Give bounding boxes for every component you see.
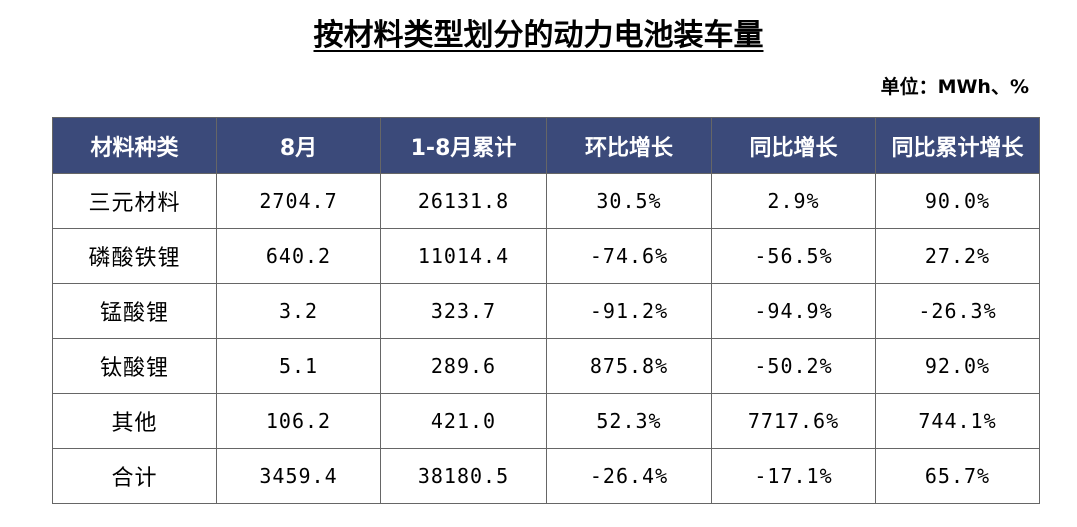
- header-material: 材料种类: [52, 117, 217, 174]
- cell-yoy: -94.9%: [711, 283, 876, 339]
- page-title: 按材料类型划分的动力电池装车量: [0, 14, 1077, 58]
- table-row: 锰酸锂 3.2 323.7 -91.2% -94.9% -26.3%: [52, 283, 1040, 339]
- cell-august: 2704.7: [216, 173, 381, 229]
- table-header-row: 材料种类 8月 1-8月累计 环比增长 同比增长 同比累计增长: [52, 117, 1040, 174]
- cell-material: 锰酸锂: [52, 283, 217, 339]
- cell-august: 3459.4: [216, 448, 381, 504]
- cell-yoy: -56.5%: [711, 228, 876, 284]
- cell-yoy-cumulative: 92.0%: [875, 338, 1040, 394]
- cell-jan-aug: 289.6: [380, 338, 547, 394]
- cell-material: 磷酸铁锂: [52, 228, 217, 284]
- cell-mom: -26.4%: [546, 448, 712, 504]
- header-jan-aug: 1-8月累计: [380, 117, 547, 174]
- cell-mom: -74.6%: [546, 228, 712, 284]
- cell-august: 640.2: [216, 228, 381, 284]
- cell-jan-aug: 38180.5: [380, 448, 547, 504]
- cell-jan-aug: 323.7: [380, 283, 547, 339]
- cell-mom: 30.5%: [546, 173, 712, 229]
- header-yoy: 同比增长: [711, 117, 876, 174]
- cell-jan-aug: 26131.8: [380, 173, 547, 229]
- cell-yoy: -17.1%: [711, 448, 876, 504]
- page-title-text: 按材料类型划分的动力电池装车量: [313, 18, 764, 53]
- cell-mom: 875.8%: [546, 338, 712, 394]
- cell-yoy: 7717.6%: [711, 393, 876, 449]
- cell-august: 5.1: [216, 338, 381, 394]
- battery-table: 材料种类 8月 1-8月累计 环比增长 同比增长 同比累计增长 三元材料 270…: [52, 117, 1040, 504]
- cell-yoy-cumulative: 27.2%: [875, 228, 1040, 284]
- cell-yoy-cumulative: 90.0%: [875, 173, 1040, 229]
- table-row-total: 合计 3459.4 38180.5 -26.4% -17.1% 65.7%: [52, 448, 1040, 504]
- unit-label: 单位：MWh、%: [880, 76, 1029, 98]
- cell-material: 合计: [52, 448, 217, 504]
- cell-jan-aug: 421.0: [380, 393, 547, 449]
- cell-yoy: -50.2%: [711, 338, 876, 394]
- table-row: 其他 106.2 421.0 52.3% 7717.6% 744.1%: [52, 393, 1040, 449]
- cell-yoy: 2.9%: [711, 173, 876, 229]
- header-mom: 环比增长: [546, 117, 712, 174]
- cell-mom: -91.2%: [546, 283, 712, 339]
- cell-yoy-cumulative: -26.3%: [875, 283, 1040, 339]
- table-row: 三元材料 2704.7 26131.8 30.5% 2.9% 90.0%: [52, 173, 1040, 229]
- cell-august: 3.2: [216, 283, 381, 339]
- table-row: 磷酸铁锂 640.2 11014.4 -74.6% -56.5% 27.2%: [52, 228, 1040, 284]
- cell-mom: 52.3%: [546, 393, 712, 449]
- cell-material: 三元材料: [52, 173, 217, 229]
- cell-material: 钛酸锂: [52, 338, 217, 394]
- cell-material: 其他: [52, 393, 217, 449]
- table-row: 钛酸锂 5.1 289.6 875.8% -50.2% 92.0%: [52, 338, 1040, 394]
- cell-yoy-cumulative: 744.1%: [875, 393, 1040, 449]
- header-august: 8月: [216, 117, 381, 174]
- cell-august: 106.2: [216, 393, 381, 449]
- header-yoy-cumulative: 同比累计增长: [875, 117, 1040, 174]
- cell-yoy-cumulative: 65.7%: [875, 448, 1040, 504]
- cell-jan-aug: 11014.4: [380, 228, 547, 284]
